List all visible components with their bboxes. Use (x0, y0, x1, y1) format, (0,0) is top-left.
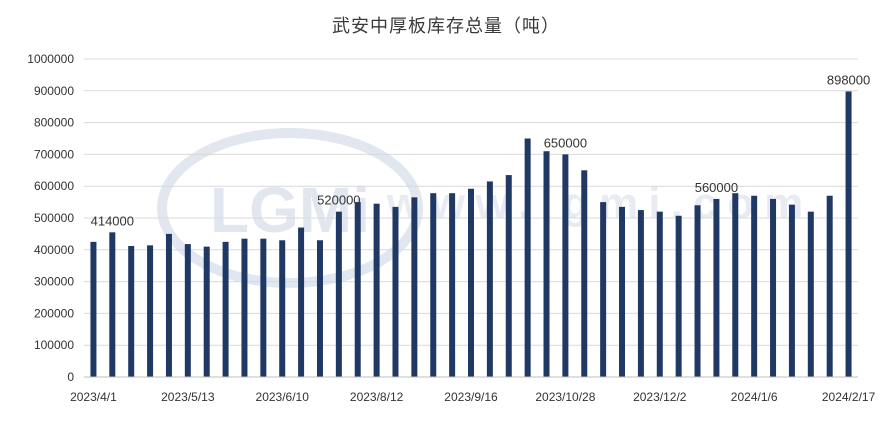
data-label: 898000 (827, 72, 870, 87)
data-label: 560000 (695, 180, 738, 195)
bar-28 (619, 206, 626, 377)
bar-3 (147, 245, 154, 377)
x-tick-label: 2023/5/13 (161, 390, 215, 404)
x-tick-label: 2023/12/2 (633, 390, 687, 404)
bar-40 (845, 91, 852, 377)
bar-11 (298, 227, 305, 377)
bar-33 (713, 198, 720, 377)
bar-19 (449, 193, 456, 377)
bar-14 (354, 202, 361, 377)
chart-title: 武安中厚板库存总量（吨） (332, 16, 560, 37)
data-labels: 414000 520000 650000 560000 898000 (91, 72, 871, 228)
bar-36 (770, 198, 777, 377)
data-label: 650000 (544, 135, 587, 150)
bar-35 (751, 195, 758, 377)
bar-20 (468, 188, 474, 377)
bar-13 (335, 211, 342, 377)
data-label: 414000 (91, 213, 134, 228)
bar-38 (807, 211, 814, 377)
bar-22 (505, 175, 512, 377)
bar-7 (222, 241, 229, 377)
bar-31 (675, 215, 682, 377)
y-axis: 0 100000 200000 300000 400000 500000 600000 700… (27, 52, 74, 384)
bar-16 (392, 206, 399, 377)
bar-15 (373, 203, 380, 377)
bar-12 (316, 240, 323, 377)
watermark-logo-ellipse (157, 128, 423, 288)
y-tick-label: 400000 (34, 243, 74, 257)
y-tick-label: 0 (67, 370, 74, 384)
watermark-logo-text: LGMi (210, 174, 370, 246)
x-tick-label: 2024/1/6 (731, 390, 778, 404)
bar-18 (430, 193, 437, 377)
bar-4 (165, 233, 172, 377)
y-tick-label: 300000 (34, 275, 74, 289)
bar-8 (241, 238, 248, 377)
y-tick-label: 700000 (34, 147, 74, 161)
y-tick-label: 500000 (34, 211, 74, 225)
y-tick-label: 600000 (34, 179, 74, 193)
bar-34 (732, 193, 739, 377)
y-tick-label: 200000 (34, 306, 74, 320)
bars (90, 91, 852, 377)
bar-23 (524, 138, 531, 377)
bar-0 (90, 241, 97, 377)
bar-29 (637, 210, 644, 377)
bar-25 (562, 154, 569, 377)
y-tick-label: 100000 (34, 338, 74, 352)
y-tick-label: 800000 (34, 116, 74, 130)
y-tick-label: 900000 (34, 84, 74, 98)
x-axis: 2023/4/1 2023/5/13 2023/6/10 2023/8/12 2023/… (70, 376, 876, 404)
bar-17 (411, 197, 418, 377)
bar-32 (694, 205, 701, 377)
bar-39 (826, 195, 833, 377)
x-tick-label: 2024/2/17 (822, 390, 876, 404)
bar-37 (788, 204, 795, 377)
data-label: 520000 (317, 193, 360, 208)
x-tick-label: 2023/6/10 (256, 390, 310, 404)
bar-9 (260, 238, 267, 377)
bar-30 (656, 211, 663, 377)
bar-27 (600, 202, 607, 377)
bar-6 (203, 246, 210, 377)
bar-26 (581, 170, 588, 377)
x-tick-label: 2023/8/12 (350, 390, 404, 404)
x-tick-label: 2023/9/16 (444, 390, 498, 404)
bar-10 (279, 240, 286, 377)
bar-1 (109, 232, 116, 377)
y-tick-label: 1000000 (27, 52, 74, 66)
bar-2 (128, 245, 135, 377)
bar-21 (486, 181, 493, 377)
bar-5 (184, 244, 191, 377)
x-tick-label: 2023/4/1 (70, 390, 117, 404)
x-tick-label: 2023/10/28 (535, 390, 595, 404)
bar-24 (543, 151, 550, 377)
